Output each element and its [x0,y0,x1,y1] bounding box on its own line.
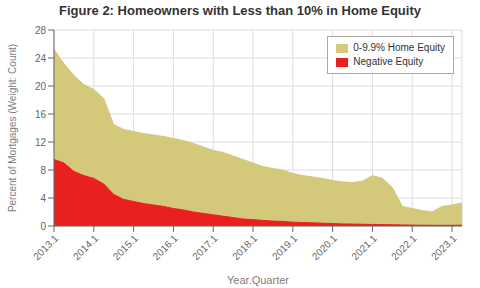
svg-text:2016.1: 2016.1 [150,232,180,262]
svg-text:20: 20 [35,81,47,92]
svg-text:Percent of Mortgages (Weight:: Percent of Mortgages (Weight: Count) [8,44,18,212]
svg-text:2018.1: 2018.1 [230,232,260,262]
html-text:Figure 2: Homeowners with Less: Figure 2: Homeowners with Less than 10% … [59,3,421,18]
svg-text:2020.1: 2020.1 [310,232,340,262]
svg-text:2023.1: 2023.1 [429,232,459,262]
svg-text:12: 12 [35,137,47,148]
svg-text:0: 0 [40,221,46,232]
svg-text:24: 24 [35,53,47,64]
svg-text:2022.1: 2022.1 [389,232,419,262]
svg-text:Year.Quarter: Year.Quarter [227,274,289,286]
svg-text:2017.1: 2017.1 [190,232,220,262]
svg-text:2021.1: 2021.1 [349,232,379,262]
svg-text:8: 8 [40,165,46,176]
svg-text:2015.1: 2015.1 [111,232,141,262]
html-text:0-9.9% Home Equity: 0-9.9% Home Equity [353,42,445,53]
svg-text:4: 4 [40,193,46,204]
svg-text:2019.1: 2019.1 [270,232,300,262]
svg-text:2014.1: 2014.1 [71,232,101,262]
html-text:Negative Equity: Negative Equity [353,56,424,67]
svg-text:28: 28 [35,25,47,36]
svg-text:2013.1: 2013.1 [31,232,61,262]
svg-text:16: 16 [35,109,47,120]
